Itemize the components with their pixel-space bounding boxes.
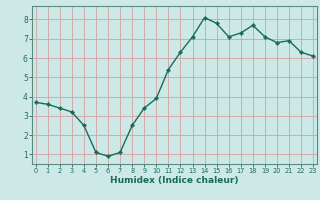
X-axis label: Humidex (Indice chaleur): Humidex (Indice chaleur) (110, 176, 239, 185)
